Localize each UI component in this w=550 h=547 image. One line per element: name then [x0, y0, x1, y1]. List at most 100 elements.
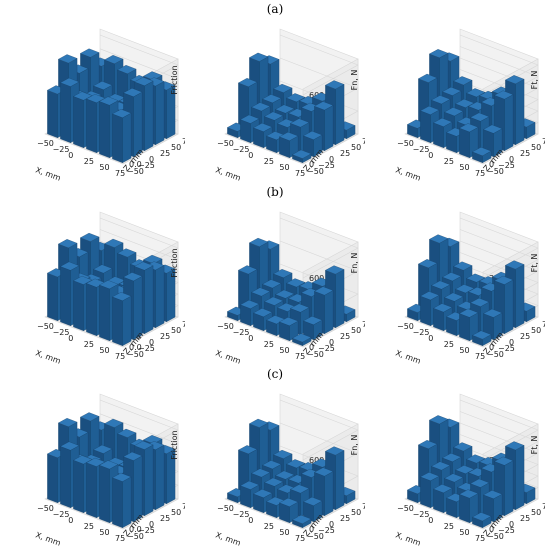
bar-top-face [99, 280, 119, 290]
z-axis-title: Ft, N [530, 436, 539, 455]
bar-top-face [418, 440, 438, 449]
bar-top-face [429, 415, 449, 425]
bar-top-face [292, 149, 312, 159]
bar-top-face [262, 460, 282, 470]
y-tick-label: 50 [351, 143, 361, 152]
z-gridline [459, 34, 539, 96]
y-tick-label: 25 [340, 332, 350, 341]
bar-top-face [112, 292, 132, 301]
bar-top-face [93, 81, 113, 90]
bar-top-face [431, 461, 451, 471]
y-tick-label: 25 [160, 332, 170, 341]
bar-front-face [459, 127, 470, 159]
bar-side-face [155, 81, 165, 146]
x-tick-label: 75 [115, 169, 125, 178]
y-tick-label: −50 [487, 350, 504, 359]
bar-side-face [504, 279, 514, 335]
bar-top-face [279, 131, 299, 141]
bar-top-face [249, 52, 269, 62]
bar-top-face [143, 71, 163, 81]
y-tick-label: 0 [329, 338, 334, 347]
bar-front-face [99, 284, 110, 342]
y-tick-label: 50 [531, 143, 541, 152]
bar-top-face [483, 124, 503, 134]
bar-side-face [504, 94, 514, 152]
bar-top-face [325, 80, 345, 90]
bar-top-face [483, 308, 503, 318]
z-axis-title: Friction [170, 430, 179, 459]
bar-top-face [112, 109, 132, 118]
y-tick-label: 0 [149, 155, 154, 164]
bar-front-face [112, 477, 123, 529]
bar-top-face [251, 102, 271, 112]
bar-top-face [93, 444, 113, 454]
y-tick-label: 25 [160, 514, 170, 523]
x-tick-label: −50 [37, 504, 54, 513]
bar-top-face [303, 316, 323, 325]
bar-front-face [99, 101, 110, 159]
x-tick-label: 50 [459, 346, 469, 355]
bar-top-face [264, 477, 284, 487]
bar-top-face [275, 289, 295, 299]
x-axis-title: X, mm [394, 348, 422, 365]
bar-top-face [279, 317, 299, 326]
bar-front-face [73, 459, 84, 514]
bar-side-face [144, 444, 154, 517]
y-tick-label: 0 [509, 155, 514, 164]
x-tick-label: 25 [264, 522, 274, 531]
panel-c-ft: 050100150200250300−50−250255075−50−25025… [365, 387, 545, 547]
x-tick-label: 0 [428, 151, 433, 160]
y-tick-label: −50 [487, 167, 504, 176]
y-tick-label: 75 [362, 320, 365, 329]
x-axis-title: X, mm [214, 165, 242, 182]
bar-top-face [303, 130, 323, 140]
y-tick-label: 75 [182, 502, 185, 511]
z-tick-label: 0 [309, 160, 314, 169]
bar-front-face [47, 89, 58, 139]
bar-top-face [429, 49, 449, 58]
x-tick-label: −25 [413, 145, 430, 154]
x-tick-label: −25 [233, 145, 250, 154]
chart-svg: 050100150200250300−50−250255075−50−25025… [394, 211, 545, 365]
x-tick-label: 0 [68, 516, 73, 525]
x-axis-title: X, mm [394, 165, 422, 182]
bar-side-face [155, 444, 165, 511]
bar-side-face [515, 264, 525, 329]
bar-top-face [60, 77, 80, 87]
bar-top-face [264, 296, 284, 306]
x-tick-label: 75 [115, 352, 125, 361]
z-gridline [279, 217, 359, 279]
bar-top-face [314, 467, 334, 477]
bar-top-face [286, 459, 306, 469]
bar-top-face [275, 470, 295, 480]
x-tick-label: 50 [459, 528, 469, 537]
y-tick-label: 25 [520, 332, 530, 341]
bar-side-face [122, 112, 132, 164]
bar-top-face [253, 489, 273, 498]
x-tick-label: −25 [53, 510, 70, 519]
x-tick-label: 75 [295, 534, 305, 543]
x-tick-label: 0 [68, 334, 73, 343]
bar-top-face [290, 118, 310, 128]
x-tick-label: 75 [475, 534, 485, 543]
bar-top-face [292, 333, 312, 343]
bar-top-face [60, 441, 80, 451]
bar-top-face [58, 418, 78, 427]
bar-top-face [292, 514, 312, 524]
bar-front-face [459, 313, 470, 342]
x-tick-label: 25 [84, 522, 94, 531]
bar-front-face [60, 82, 71, 144]
bar-top-face [442, 86, 462, 96]
bar-front-face [112, 113, 123, 164]
x-tick-label: 0 [248, 151, 253, 160]
y-tick-label: −50 [127, 532, 144, 541]
bar-top-face [249, 418, 269, 428]
x-tick-label: 50 [279, 163, 289, 172]
bar-top-face [80, 232, 100, 242]
bar-side-face [324, 471, 334, 517]
bar-top-face [494, 456, 514, 466]
x-tick-label: 50 [99, 528, 109, 537]
x-tick-label: 25 [84, 157, 94, 166]
